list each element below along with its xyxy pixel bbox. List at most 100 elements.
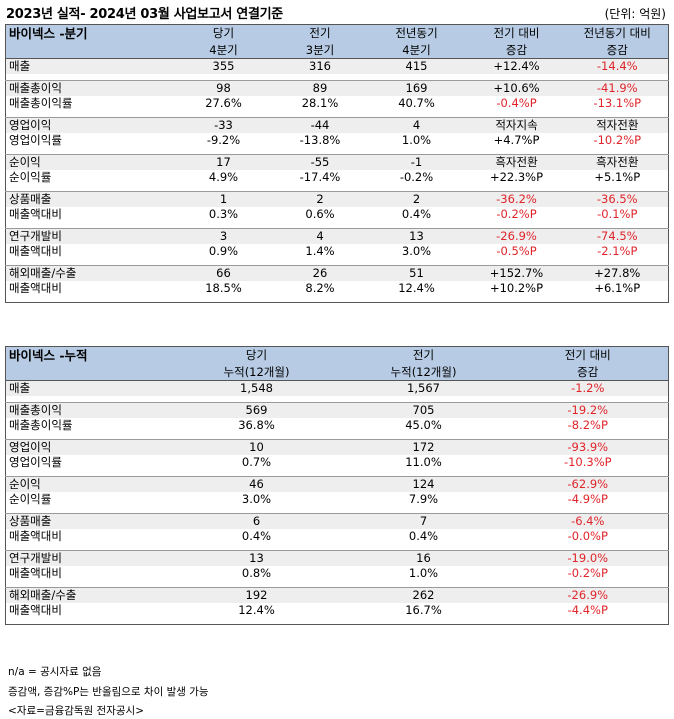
- quarterly-table: 바이넥스 -분기 당기 전기 전년동기 전기 대비 전년동기 대비 4분기 3분기 4분기 증감 증…: [5, 24, 669, 303]
- table-cell: 0.3%: [208, 207, 239, 221]
- table-cell: +22.3%P: [489, 170, 544, 184]
- column-header-bottom: 누적(12개월): [173, 364, 340, 381]
- column-header-top: 당기: [173, 24, 274, 42]
- table-row: 순이익 17 -55 -1 흑자전환 흑자전환: [5, 154, 669, 170]
- table-row: 매출액대비 0.4% 0.4% -0.0%P: [6, 529, 669, 544]
- table-cell: -4.9%P: [567, 492, 608, 506]
- table-cell: 6: [173, 513, 340, 529]
- table-cell: 12.4%: [238, 603, 275, 617]
- table-row: 매출총이익 569 705 -19.2%: [5, 402, 669, 418]
- table-row: 매출총이익 98 89 169 +10.6% -41.9%: [5, 80, 669, 96]
- table-cell: +4.7%P: [493, 133, 540, 147]
- table-cell: -19.0%: [507, 550, 669, 566]
- row-label: 매출총이익: [5, 402, 174, 418]
- table-cell: 7: [339, 513, 508, 529]
- table-cell: 1,567: [339, 380, 508, 396]
- table-cell: 13: [173, 550, 340, 566]
- table-cell: -0.2%: [399, 170, 434, 184]
- quarterly-header-row: 바이넥스 -분기 당기 전기 전년동기 전기 대비 전년동기 대비: [5, 24, 669, 42]
- table-row: 매출액대비 0.3% 0.6% 0.4% -0.2%P -0.1%P: [6, 207, 669, 222]
- row-label: 매출액대비: [9, 244, 62, 258]
- column-header-top: 전기: [273, 24, 367, 42]
- row-label: 매출액대비: [9, 529, 62, 543]
- header-spacer: [5, 42, 174, 59]
- table-cell: -36.2%: [466, 191, 567, 207]
- table-cell: 2: [366, 191, 467, 207]
- column-header-top: 전기: [339, 346, 508, 364]
- row-label: 연구개발비: [5, 550, 174, 566]
- row-label: 순이익률: [9, 170, 52, 184]
- table-row: 영업이익률 0.7% 11.0% -10.3%P: [6, 455, 669, 470]
- row-label: 영업이익률: [9, 455, 62, 469]
- table-row: 상품매출 6 7 -6.4%: [5, 513, 669, 529]
- group-spacer: [6, 296, 669, 303]
- table-cell: 45.0%: [405, 418, 442, 432]
- row-label: 해외매출/수출: [5, 265, 174, 281]
- table-cell: -36.5%: [566, 191, 669, 207]
- table-row: 순이익 46 124 -62.9%: [5, 476, 669, 492]
- column-header-top: 전년동기 대비: [566, 24, 669, 42]
- row-label: 매출총이익률: [9, 96, 73, 110]
- row-label: 매출액대비: [9, 207, 62, 221]
- row-label: 영업이익: [5, 439, 174, 455]
- table-cell: 1.4%: [305, 244, 335, 258]
- table-cell: 흑자전환: [466, 154, 567, 170]
- row-label: 상품매출: [5, 191, 174, 207]
- table-row: 연구개발비 13 16 -19.0%: [5, 550, 669, 566]
- column-header-bottom: 증감: [507, 364, 669, 381]
- table-cell: 0.4%: [241, 529, 272, 543]
- table-cell: 98: [173, 80, 274, 96]
- table-cell: 26: [273, 265, 367, 281]
- row-label: 상품매출: [5, 513, 174, 529]
- table-cell: 51: [366, 265, 467, 281]
- column-header-bottom: 4분기: [173, 42, 274, 59]
- row-label: 해외매출/수출: [5, 587, 174, 603]
- table-cell: -17.4%: [299, 170, 341, 184]
- row-label: 매출: [5, 380, 174, 396]
- table-row: 매출 355 316 415 +12.4% -14.4%: [5, 58, 669, 74]
- table-cell: 705: [339, 402, 508, 418]
- table-row: 순이익률 4.9% -17.4% -0.2% +22.3%P +5.1%P: [6, 170, 669, 185]
- table-cell: 1,548: [173, 380, 340, 396]
- table-cell: +10.6%: [466, 80, 567, 96]
- unit-label: (단위: 억원): [604, 7, 666, 21]
- group-spacer-cell: [6, 296, 669, 303]
- footnote-na: n/a = 공시자료 없음: [8, 666, 102, 678]
- table-cell: -0.1%P: [597, 207, 638, 221]
- table-row: 해외매출/수출 192 262 -26.9%: [5, 587, 669, 603]
- table-cell: 3.0%: [241, 492, 272, 506]
- table-cell: 89: [273, 80, 367, 96]
- table-cell: 192: [173, 587, 340, 603]
- table-cell: -26.9%: [466, 228, 567, 244]
- quarterly-section-title: 바이넥스 -분기: [5, 24, 174, 42]
- row-label: 매출총이익률: [9, 418, 73, 432]
- footnote-source: <자료=금융감독원 전자공시>: [8, 705, 144, 717]
- table-row: 매출액대비 18.5% 8.2% 12.4% +10.2%P +6.1%P: [6, 281, 669, 296]
- table-cell: 7.9%: [408, 492, 439, 506]
- table-row: 매출액대비 12.4% 16.7% -4.4%P: [6, 603, 669, 618]
- table-cell: -10.2%P: [593, 133, 642, 147]
- cumulative-header-row: 바이넥스 -누적 당기 전기 전기 대비: [5, 346, 669, 364]
- row-label: 영업이익률: [9, 133, 62, 147]
- table-cell: 0.6%: [305, 207, 335, 221]
- table-cell: -55: [273, 154, 367, 170]
- table-cell: 4: [273, 228, 367, 244]
- table-cell: 316: [273, 58, 367, 74]
- table-cell: -33: [173, 117, 274, 133]
- table-cell: +10.2%P: [489, 281, 544, 295]
- row-label: 매출: [5, 58, 174, 74]
- table-cell: 1: [173, 191, 274, 207]
- table-cell: -10.3%P: [563, 455, 612, 469]
- table-cell: 16: [339, 550, 508, 566]
- table-cell: 1.0%: [401, 133, 432, 147]
- table-cell: 0.9%: [208, 244, 239, 258]
- table-cell: 2: [273, 191, 367, 207]
- table-cell: -74.5%: [566, 228, 669, 244]
- table-cell: 3: [173, 228, 274, 244]
- footnote-rounding: 증감액, 증감%P는 반올림으로 차이 발생 가능: [8, 686, 209, 698]
- table-row: 영업이익 -33 -44 4 적자지속 적자전환: [5, 117, 669, 133]
- table-cell: 40.7%: [398, 96, 435, 110]
- table-cell: -8.2%P: [567, 418, 608, 432]
- table-row: 매출액대비 0.9% 1.4% 3.0% -0.5%P -2.1%P: [6, 244, 669, 259]
- table-cell: 17: [173, 154, 274, 170]
